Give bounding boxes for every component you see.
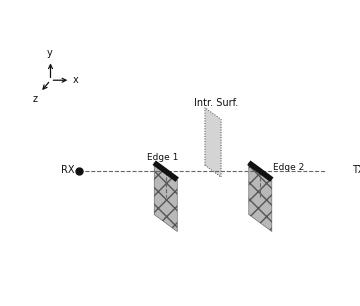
Polygon shape <box>249 163 272 232</box>
Text: Edge 2: Edge 2 <box>273 163 304 172</box>
Text: Intr. Surf.: Intr. Surf. <box>194 98 238 108</box>
Text: Edge 1: Edge 1 <box>147 153 179 162</box>
Text: y: y <box>47 48 53 58</box>
Polygon shape <box>205 108 221 177</box>
Polygon shape <box>154 163 177 232</box>
Text: x: x <box>73 75 78 85</box>
Text: RX: RX <box>61 165 75 175</box>
Text: TX: TX <box>352 165 360 175</box>
Text: z: z <box>33 94 38 104</box>
